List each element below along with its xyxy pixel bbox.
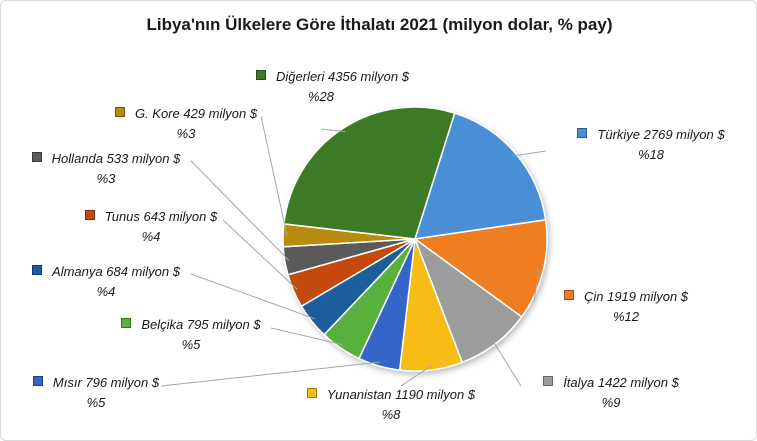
data-label-percent: %3 <box>176 126 196 141</box>
pie-slice-çin <box>413 219 548 318</box>
data-label-percent: %9 <box>601 395 621 410</box>
data-label: Diğerleri 4356 milyon $ %28 <box>256 67 409 107</box>
data-label-percent: %4 <box>96 284 116 299</box>
data-label-value: İtalya 1422 milyon $ <box>563 375 679 390</box>
data-label: İtalya 1422 milyon $ %9 <box>521 373 701 413</box>
data-label-value: Mısır 796 milyon $ <box>52 375 160 390</box>
legend-key-icon <box>84 210 95 220</box>
data-label-percent: %3 <box>96 171 116 186</box>
pie-slice-diğerleri <box>283 106 456 240</box>
leader-line <box>270 327 343 346</box>
data-label: Hollanda 533 milyon $ %3 <box>6 149 206 189</box>
leader-line <box>260 115 288 236</box>
data-label: Çin 1919 milyon $ %12 <box>541 287 711 327</box>
leader-line <box>160 361 381 387</box>
leader-line <box>512 150 547 157</box>
data-label-value: Tunus 643 milyon $ <box>104 209 218 224</box>
pie-slice-türkiye <box>413 112 547 240</box>
legend-key-icon <box>306 388 317 398</box>
data-label: Yunanistan 1190 milyon $ %8 <box>291 385 491 425</box>
data-label-percent: %12 <box>612 309 640 324</box>
legend-key-icon <box>32 376 43 386</box>
leader-line <box>533 269 540 302</box>
leader-line <box>222 219 298 290</box>
legend-key-icon <box>543 376 554 386</box>
legend-key-icon <box>31 152 42 162</box>
data-label-value: Çin 1919 milyon $ <box>583 289 689 304</box>
data-label-value: G. Kore 429 milyon $ <box>134 106 258 121</box>
chart-title: Libya'nın Ülkelere Göre İthalatı 2021 (m… <box>146 15 613 34</box>
legend-key-icon <box>121 318 132 328</box>
data-label: Türkiye 2769 milyon $ %18 <box>551 125 751 165</box>
data-label-percent: %18 <box>637 147 665 162</box>
data-label-value: Yunanistan 1190 milyon $ <box>326 387 476 402</box>
data-label-value: Almanya 684 milyon $ <box>52 264 180 279</box>
pie-slices <box>282 106 548 372</box>
data-label: Mısır 796 milyon $ %5 <box>6 373 186 413</box>
data-label: Tunus 643 milyon $ %4 <box>51 207 251 247</box>
data-label-value: Türkiye 2769 milyon $ <box>597 127 725 142</box>
data-label: Almanya 684 milyon $ %4 <box>6 262 206 302</box>
legend-key-icon <box>563 290 574 300</box>
data-label-value: Belçika 795 milyon $ <box>141 317 261 332</box>
data-label-value: Diğerleri 4356 milyon $ <box>276 69 409 84</box>
leader-line <box>190 273 316 320</box>
data-label-percent: %5 <box>86 395 106 410</box>
leader-line <box>400 365 432 387</box>
legend-key-icon <box>256 70 266 80</box>
data-label-percent: %4 <box>141 229 161 244</box>
data-label-percent: %8 <box>381 407 401 422</box>
data-label-percent: %5 <box>181 337 201 352</box>
leader-line <box>492 340 522 387</box>
legend-key-icon <box>577 128 588 138</box>
legend-key-icon <box>114 107 125 117</box>
data-label: Belçika 795 milyon $ %5 <box>96 315 286 355</box>
data-label-value: Hollanda 533 milyon $ <box>51 151 181 166</box>
legend-key-icon <box>32 265 43 275</box>
leader-line <box>320 128 346 133</box>
leader-line <box>190 160 290 261</box>
data-label-percent: %28 <box>307 89 335 104</box>
data-label: G. Kore 429 milyon $ %3 <box>91 104 281 144</box>
